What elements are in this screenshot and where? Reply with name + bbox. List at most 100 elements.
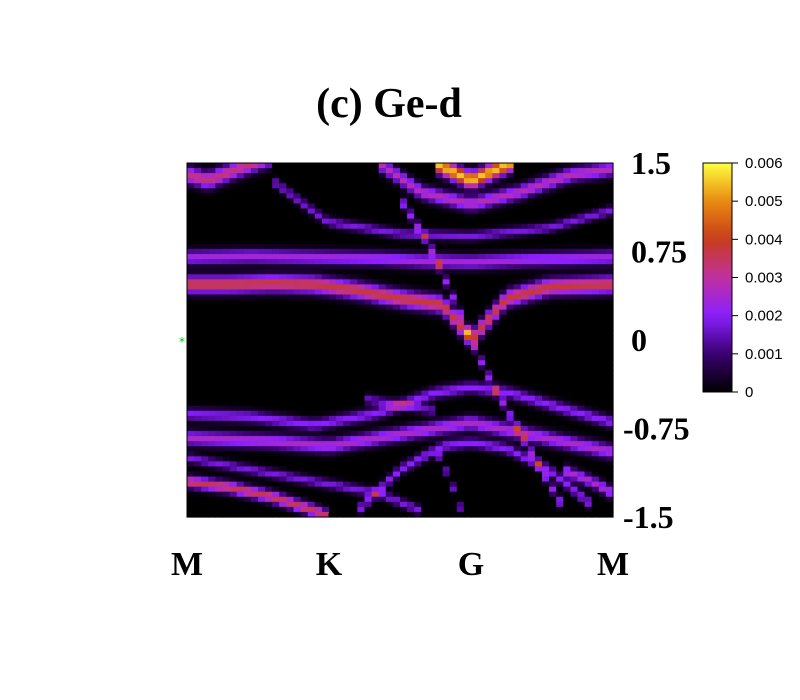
heatmap-cell xyxy=(243,370,252,376)
heatmap-cell xyxy=(598,415,607,422)
heatmap-cell xyxy=(243,314,252,321)
heatmap-cell xyxy=(492,410,500,417)
heatmap-cell xyxy=(591,370,600,376)
heatmap-cell xyxy=(520,188,529,194)
heatmap-cell xyxy=(605,506,614,513)
heatmap-cell xyxy=(471,178,479,184)
heatmap-cell xyxy=(357,365,366,371)
heatmap-cell xyxy=(435,188,444,194)
heatmap-cell xyxy=(549,233,557,240)
heatmap-cell xyxy=(463,274,472,280)
heatmap-cell xyxy=(534,350,543,356)
heatmap-cell xyxy=(605,248,614,255)
heatmap-cell xyxy=(534,441,543,447)
heatmap-cell xyxy=(428,405,437,412)
heatmap-cell xyxy=(456,390,465,397)
heatmap-cell xyxy=(471,431,479,437)
heatmap-cell xyxy=(272,400,280,407)
heatmap-cell xyxy=(300,400,309,407)
heatmap-cell xyxy=(485,441,493,447)
heatmap-cell xyxy=(549,395,557,402)
heatmap-cell xyxy=(542,461,550,468)
heatmap-cell xyxy=(605,329,614,336)
heatmap-cell xyxy=(456,208,465,215)
heatmap-cell xyxy=(400,491,408,498)
heatmap-cell xyxy=(449,243,458,250)
heatmap-cell xyxy=(279,380,287,387)
heatmap-cell xyxy=(321,319,330,326)
heatmap-cell xyxy=(265,481,273,488)
heatmap-cell xyxy=(527,340,536,346)
heatmap-cell xyxy=(243,481,252,488)
heatmap-cell xyxy=(293,350,302,356)
heatmap-cell xyxy=(513,385,522,392)
heatmap-cell xyxy=(272,289,280,296)
heatmap-cell xyxy=(250,486,259,493)
heatmap-cell xyxy=(534,496,543,503)
heatmap-cell xyxy=(435,208,444,215)
heatmap-cell xyxy=(499,380,508,387)
heatmap-cell xyxy=(471,466,479,473)
heatmap-cell xyxy=(435,431,444,437)
heatmap-cell xyxy=(598,425,607,432)
heatmap-cell xyxy=(584,511,593,518)
heatmap-cell xyxy=(591,188,600,194)
heatmap-cell xyxy=(265,269,273,275)
heatmap-cell xyxy=(506,345,515,351)
heatmap-cell xyxy=(485,405,493,412)
heatmap-cell xyxy=(598,183,607,189)
heatmap-cell xyxy=(350,243,358,250)
heatmap-cell xyxy=(478,481,486,488)
heatmap-cell xyxy=(329,380,337,387)
heatmap-cell xyxy=(591,294,600,301)
heatmap-cell xyxy=(442,294,451,301)
heatmap-cell xyxy=(570,289,579,296)
heatmap-cell xyxy=(478,405,486,412)
heatmap-cell xyxy=(293,390,302,397)
heatmap-cell xyxy=(300,350,309,356)
heatmap-cell xyxy=(201,456,209,462)
heatmap-cell xyxy=(435,420,444,427)
heatmap-cell xyxy=(321,395,330,402)
heatmap-cell xyxy=(598,501,607,508)
heatmap-cell xyxy=(258,198,266,205)
heatmap-cell xyxy=(442,380,451,387)
heatmap-cell xyxy=(598,405,607,412)
heatmap-cell xyxy=(229,451,238,457)
heatmap-cell xyxy=(194,501,202,508)
heatmap-cell xyxy=(265,304,273,311)
heatmap-cell xyxy=(506,466,515,473)
heatmap-cell xyxy=(570,248,579,255)
heatmap-cell xyxy=(563,395,571,402)
heatmap-cell xyxy=(343,491,351,498)
heatmap-cell xyxy=(272,168,280,174)
heatmap-cell xyxy=(570,294,579,301)
heatmap-cell xyxy=(598,476,607,483)
heatmap-cell xyxy=(442,441,451,447)
heatmap-cell xyxy=(471,193,479,199)
heatmap-cell xyxy=(506,506,515,513)
heatmap-cell xyxy=(392,431,401,437)
heatmap-cell xyxy=(265,314,273,321)
heatmap-cell xyxy=(407,441,415,447)
heatmap-cell xyxy=(258,289,266,296)
heatmap-cell xyxy=(194,385,202,392)
heatmap-cell xyxy=(194,218,202,225)
heatmap-cell xyxy=(463,456,472,462)
heatmap-cell xyxy=(350,299,358,306)
heatmap-cell xyxy=(222,274,231,280)
heatmap-cell xyxy=(563,238,571,245)
heatmap-cell xyxy=(250,208,259,215)
heatmap-cell xyxy=(478,193,486,199)
heatmap-cell xyxy=(385,511,394,518)
heatmap-cell xyxy=(350,476,358,483)
heatmap-cell xyxy=(463,466,472,473)
heatmap-cell xyxy=(229,264,238,270)
heatmap-cell xyxy=(336,213,344,220)
heatmap-cell xyxy=(392,284,401,291)
heatmap-cell xyxy=(542,370,550,376)
heatmap-cell xyxy=(378,345,387,351)
heatmap-cell xyxy=(400,309,408,316)
heatmap-cell xyxy=(321,223,330,230)
heatmap-cell xyxy=(414,456,422,462)
